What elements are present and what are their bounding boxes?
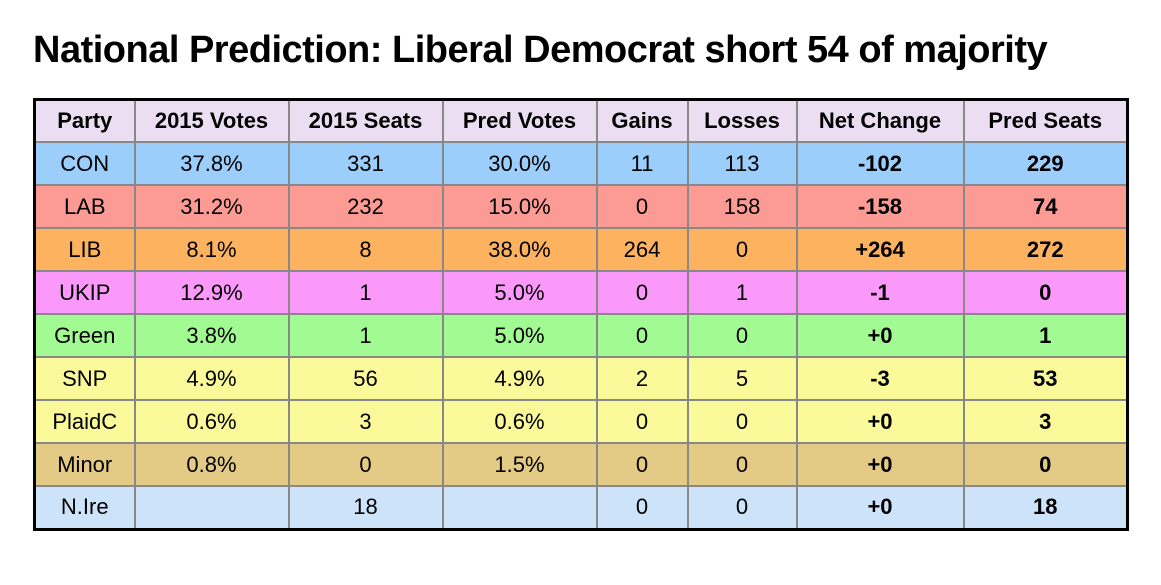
table-row-plaidc: PlaidC 0.6% 3 0.6% 0 0 +0 3 [33,399,1129,445]
table-cell: 1 [686,270,798,316]
table-cell: 5 [686,356,798,402]
table-cell: 264 [595,227,689,273]
table-cell: 56 [287,356,444,402]
party-cell: Green [33,313,136,359]
table-cell: 53 [962,356,1129,402]
table-cell: 30.0% [441,141,598,187]
table-cell: 0 [686,442,798,488]
party-cell: SNP [33,356,136,402]
table-cell: +0 [795,313,965,359]
table-cell: 0.8% [133,442,290,488]
header-row: Party 2015 Votes 2015 Seats Pred Votes G… [33,98,1129,144]
table-cell: +0 [795,485,965,531]
table-cell: 0 [287,442,444,488]
table-cell: 3 [287,399,444,445]
party-cell: PlaidC [33,399,136,445]
table-cell: -158 [795,184,965,230]
party-cell: LAB [33,184,136,230]
table-cell: 0 [595,399,689,445]
table-cell: 18 [962,485,1129,531]
column-header-pred-votes: Pred Votes [441,98,598,144]
table-cell: 0 [686,399,798,445]
table-cell: 0.6% [133,399,290,445]
table-cell: 38.0% [441,227,598,273]
table-row-minor: Minor 0.8% 0 1.5% 0 0 +0 0 [33,442,1129,488]
table-cell [441,485,598,531]
party-cell: UKIP [33,270,136,316]
table-cell: 272 [962,227,1129,273]
table-cell: 15.0% [441,184,598,230]
table-cell: 0 [595,313,689,359]
party-cell: Minor [33,442,136,488]
table-cell: 0 [595,184,689,230]
column-header-2015-seats: 2015 Seats [287,98,444,144]
table-cell: 0 [595,485,689,531]
column-header-pred-seats: Pred Seats [962,98,1129,144]
column-header-gains: Gains [595,98,689,144]
table-cell: 2 [595,356,689,402]
table-cell: 0 [595,270,689,316]
column-header-net-change: Net Change [795,98,965,144]
table-cell: +264 [795,227,965,273]
table-cell: 229 [962,141,1129,187]
table-cell: 4.9% [133,356,290,402]
table-cell: 0 [686,313,798,359]
table-cell: 3.8% [133,313,290,359]
table-cell: 74 [962,184,1129,230]
party-cell: CON [33,141,136,187]
table-cell: 37.8% [133,141,290,187]
table-cell: 0 [686,485,798,531]
table-row-nire: N.Ire 18 0 0 +0 18 [33,485,1129,531]
table-cell: 0 [686,227,798,273]
table-row-con: CON 37.8% 331 30.0% 11 113 -102 229 [33,141,1129,187]
table-cell: 3 [962,399,1129,445]
party-cell: LIB [33,227,136,273]
table-cell: 5.0% [441,313,598,359]
table-row-green: Green 3.8% 1 5.0% 0 0 +0 1 [33,313,1129,359]
table-cell: 1.5% [441,442,598,488]
table-cell: 18 [287,485,444,531]
column-header-party: Party [33,98,136,144]
table-cell: 0 [962,442,1129,488]
table-cell: 0 [962,270,1129,316]
table-cell: 1 [962,313,1129,359]
table-cell [133,485,290,531]
column-header-losses: Losses [686,98,798,144]
prediction-table: Party 2015 Votes 2015 Seats Pred Votes G… [33,97,1129,531]
table-cell: 8 [287,227,444,273]
table-cell: -3 [795,356,965,402]
table-cell: +0 [795,399,965,445]
table-cell: +0 [795,442,965,488]
table-cell: 158 [686,184,798,230]
table-cell: 331 [287,141,444,187]
table-cell: 31.2% [133,184,290,230]
table-cell: 232 [287,184,444,230]
table-cell: 113 [686,141,798,187]
table-cell: 8.1% [133,227,290,273]
table-row-lab: LAB 31.2% 232 15.0% 0 158 -158 74 [33,184,1129,230]
table-cell: 4.9% [441,356,598,402]
table-row-snp: SNP 4.9% 56 4.9% 2 5 -3 53 [33,356,1129,402]
table-row-ukip: UKIP 12.9% 1 5.0% 0 1 -1 0 [33,270,1129,316]
table-row-lib: LIB 8.1% 8 38.0% 264 0 +264 272 [33,227,1129,273]
page-title: National Prediction: Liberal Democrat sh… [33,29,1048,71]
table-cell: 11 [595,141,689,187]
table-cell: 1 [287,313,444,359]
table-cell: -1 [795,270,965,316]
party-cell: N.Ire [33,485,136,531]
table-cell: 5.0% [441,270,598,316]
table-cell: 0 [595,442,689,488]
table-cell: 12.9% [133,270,290,316]
column-header-2015-votes: 2015 Votes [133,98,290,144]
table-cell: 1 [287,270,444,316]
table-cell: 0.6% [441,399,598,445]
table-cell: -102 [795,141,965,187]
